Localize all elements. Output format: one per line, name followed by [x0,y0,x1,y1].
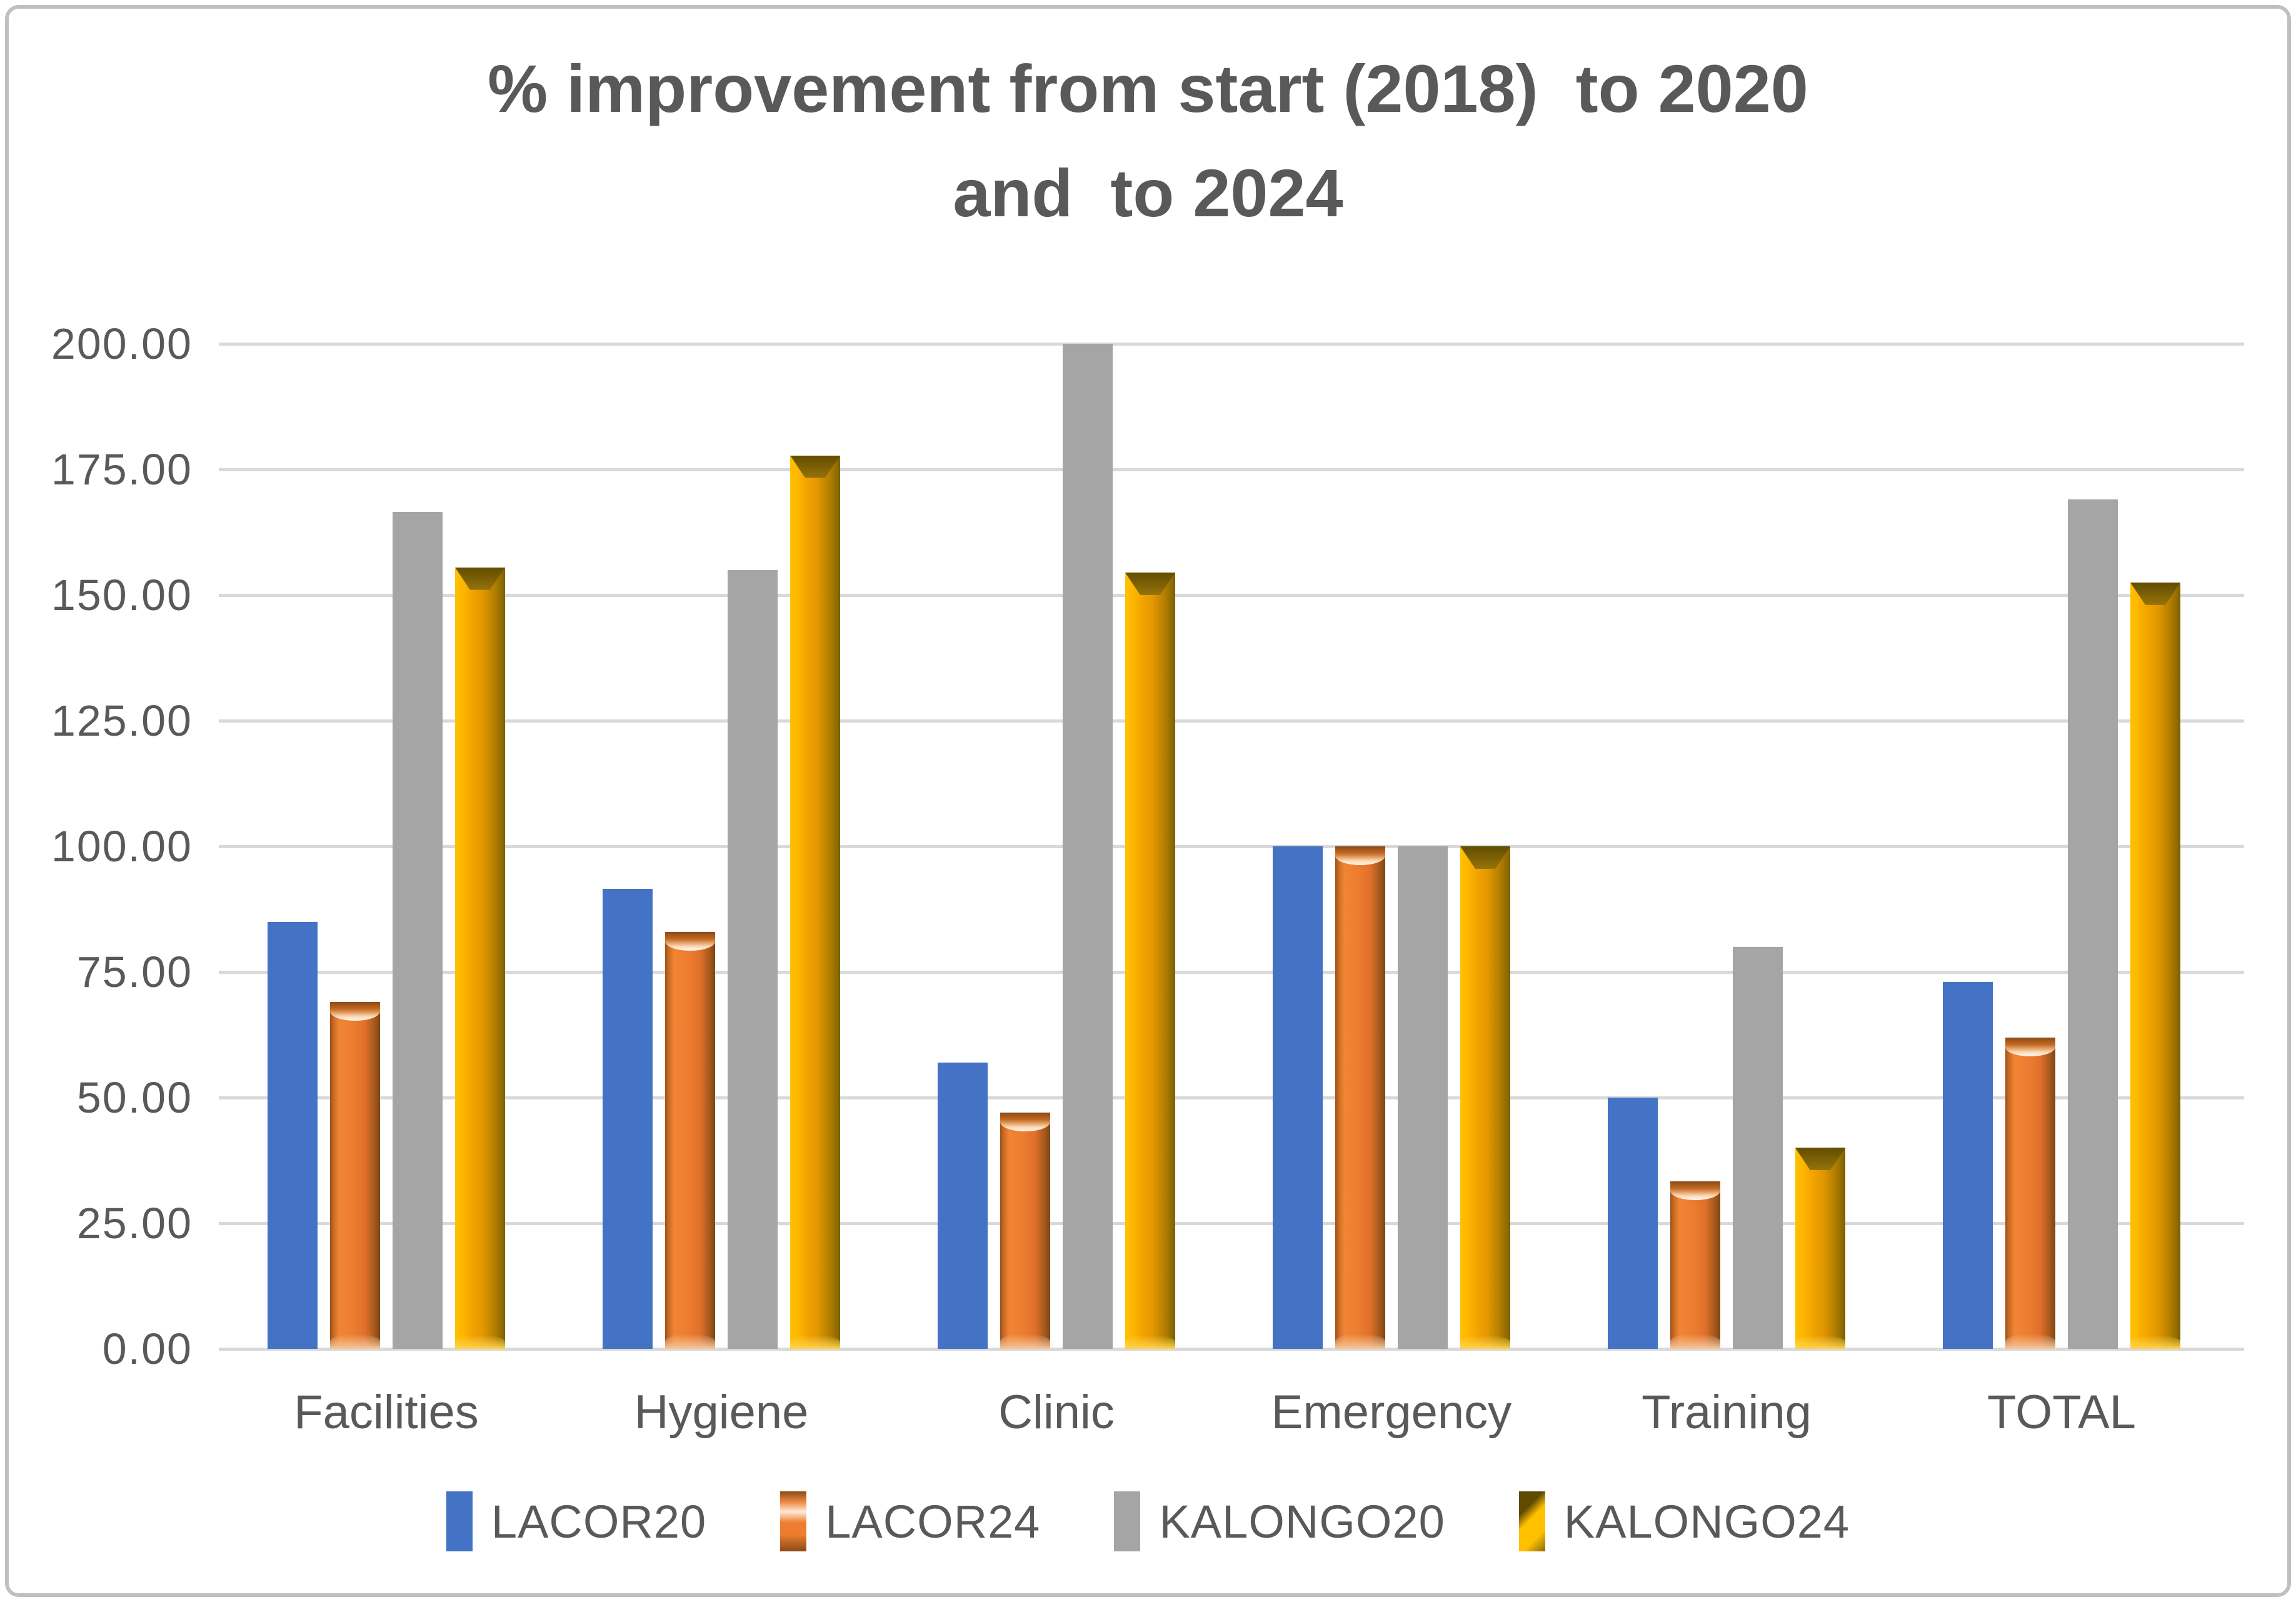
y-tick-label: 50.00 [76,1073,193,1122]
legend-label: LACOR24 [825,1495,1041,1548]
gridline-0 [219,1347,2244,1351]
bar-kalongo24-emergency [1460,846,1510,1349]
legend-swatch-lacor20 [446,1491,473,1551]
bar-kalongo24-hygiene [790,455,840,1349]
gridline-150 [219,593,2244,597]
bar-kalongo24-facilities [455,567,505,1349]
category-label-emergency: Emergency [1271,1386,1512,1439]
bar-kalongo20-training [1733,946,1783,1349]
bar-kalongo20-facilities [393,512,443,1349]
bar-lacor20-training [1608,1098,1658,1349]
bar-lacor20-total [1943,982,1993,1349]
legend-label: KALONGO24 [1563,1495,1850,1548]
bar-lacor20-facilities [268,921,318,1349]
bar-lacor24-hygiene [665,931,715,1349]
gridline-200 [219,342,2244,346]
gridline-175 [219,468,2244,471]
y-tick-label: 25.00 [76,1199,193,1248]
plot-area: 200.00 175.00 150.00 125.00 100.00 75.00 50.00… [51,319,2244,1439]
category-label-hygiene: Hygiene [634,1386,809,1439]
y-tick-label: 150.00 [51,571,193,619]
legend-item-kalongo20: KALONGO20 [1114,1491,1445,1551]
legend-item-lacor20: LACOR20 [446,1491,706,1551]
bar-lacor20-emergency [1273,846,1323,1349]
bar-lacor24-training [1670,1181,1720,1349]
bar-kalongo20-emergency [1398,846,1448,1349]
bar-lacor24-facilities [330,1002,380,1349]
bar-kalongo20-hygiene [728,569,778,1349]
legend-item-lacor24: LACOR24 [780,1491,1040,1551]
bar-lacor20-hygiene [603,889,653,1349]
bar-kalongo20-total [2068,499,2118,1349]
legend-swatch-kalongo20 [1114,1491,1141,1551]
category-label-facilities: Facilities [294,1386,479,1439]
gridline-75 [219,970,2244,974]
legend-item-kalongo24: KALONGO24 [1518,1491,1850,1551]
bar-kalongo24-training [1795,1148,1845,1349]
bar-kalongo20-clinic [1063,344,1113,1349]
bar-lacor24-clinic [1000,1113,1050,1349]
bar-lacor20-clinic [938,1062,988,1349]
legend-label: KALONGO20 [1159,1495,1445,1548]
bar-lacor24-total [2005,1037,2055,1349]
category-label-total: TOTAL [1987,1386,2136,1439]
y-tick-label: 200.00 [51,319,193,368]
chart-title-line2: and to 2024 [953,155,1343,231]
y-tick-label: 0.00 [102,1324,193,1373]
bar-lacor24-emergency [1335,846,1385,1349]
gridline-100 [219,844,2244,848]
legend-swatch-lacor24 [780,1491,807,1551]
bar-kalongo24-total [2130,582,2180,1349]
chart-title: % improvement from start (2018) to 2020 a… [0,36,2296,246]
gridline-50 [219,1096,2244,1099]
y-tick-label: 125.00 [51,696,193,745]
y-tick-label: 175.00 [51,445,193,494]
category-label-training: Training [1642,1386,1812,1439]
legend-label: LACOR20 [491,1495,707,1548]
gridline-25 [219,1221,2244,1225]
bar-kalongo24-clinic [1125,572,1175,1349]
chart-title-line1: % improvement from start (2018) to 2020 [488,51,1808,126]
legend-swatch-kalongo24 [1518,1491,1545,1551]
legend: LACOR20 LACOR24 KALONGO20 KALONGO24 [0,1491,2296,1551]
gridline-125 [219,719,2244,723]
y-tick-label: 75.00 [76,948,193,996]
category-label-clinic: Clinic [998,1386,1115,1439]
y-tick-label: 100.00 [51,822,193,871]
